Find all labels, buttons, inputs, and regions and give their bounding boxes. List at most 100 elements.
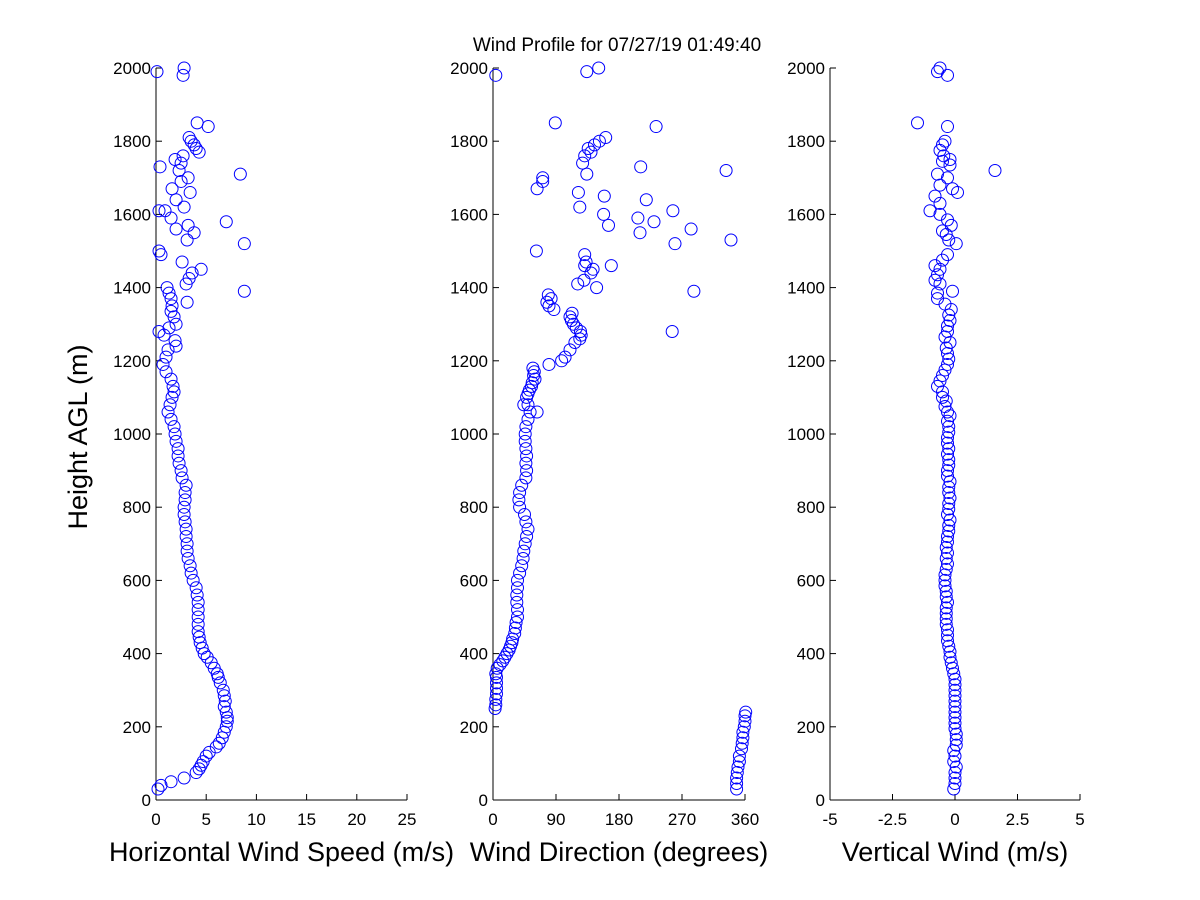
data-point xyxy=(735,736,749,750)
data-point xyxy=(941,120,954,134)
data-point xyxy=(180,544,194,558)
data-point xyxy=(523,405,537,419)
x-tick-label: 360 xyxy=(731,810,759,829)
data-point xyxy=(518,427,532,441)
data-point xyxy=(942,519,956,532)
data-point xyxy=(516,551,530,565)
data-point xyxy=(555,354,569,368)
data-point xyxy=(161,405,175,419)
data-point xyxy=(165,390,179,404)
x-tick-label: -5 xyxy=(822,810,837,829)
data-point xyxy=(939,590,953,604)
data-point xyxy=(573,200,587,214)
data-point xyxy=(213,676,227,690)
data-point xyxy=(731,760,745,774)
data-point xyxy=(172,456,186,470)
data-point xyxy=(732,755,746,769)
data-point xyxy=(938,400,952,414)
data-point xyxy=(192,630,206,644)
data-point xyxy=(167,420,181,434)
x-axis-label-vertical: Vertical Wind (m/s) xyxy=(842,837,1069,867)
data-point xyxy=(521,412,535,426)
data-point xyxy=(153,160,167,174)
data-point xyxy=(563,310,577,324)
data-point xyxy=(160,281,174,295)
data-point xyxy=(163,398,177,412)
data-point xyxy=(928,189,942,203)
data-point xyxy=(220,714,234,728)
y-tick-label: 1200 xyxy=(787,352,825,371)
data-point xyxy=(169,434,183,448)
data-point xyxy=(191,617,205,631)
y-tick-label: 2000 xyxy=(787,59,825,78)
data-point xyxy=(177,500,191,514)
data-point xyxy=(177,200,191,214)
data-point xyxy=(171,442,185,456)
data-point xyxy=(194,262,208,276)
data-point xyxy=(544,292,558,306)
data-point xyxy=(190,588,204,602)
data-point xyxy=(536,171,550,185)
y-tick-label: 1200 xyxy=(113,352,151,371)
data-point xyxy=(183,559,197,573)
data-point xyxy=(189,766,203,780)
data-point xyxy=(941,535,954,549)
data-point xyxy=(217,700,231,714)
data-point xyxy=(201,120,215,134)
data-point xyxy=(941,628,954,642)
data-point xyxy=(165,299,179,313)
data-point xyxy=(948,716,962,730)
data-point xyxy=(189,581,203,595)
data-point xyxy=(942,524,956,538)
data-point xyxy=(941,595,954,609)
y-tick-label: 0 xyxy=(142,791,151,810)
data-point xyxy=(217,689,231,703)
data-point xyxy=(948,705,962,719)
x-axis-label-speed: Horizontal Wind Speed (m/s) xyxy=(109,837,454,867)
data-point xyxy=(942,420,956,434)
y-tick-label: 1200 xyxy=(450,352,488,371)
data-point xyxy=(191,625,205,639)
data-point xyxy=(939,562,953,576)
data-point xyxy=(933,61,947,75)
data-point xyxy=(684,222,698,236)
y-tick-label: 1400 xyxy=(450,279,488,298)
data-point xyxy=(517,398,531,412)
data-point xyxy=(191,595,205,609)
y-axis-label: Height AGL (m) xyxy=(63,344,93,529)
data-point xyxy=(182,131,196,145)
data-point xyxy=(184,566,198,580)
data-point xyxy=(931,167,944,181)
data-point xyxy=(580,65,594,79)
data-point xyxy=(988,163,1002,177)
data-point xyxy=(511,581,524,595)
data-point xyxy=(943,158,957,172)
data-point xyxy=(490,676,503,690)
data-point xyxy=(519,515,533,529)
data-point xyxy=(942,453,956,467)
data-point xyxy=(237,237,251,251)
y-tick-label: 1800 xyxy=(113,132,151,151)
y-tick-label: 1400 xyxy=(787,279,825,298)
data-point xyxy=(180,537,194,551)
data-point xyxy=(592,61,606,75)
data-point xyxy=(941,405,954,419)
data-point xyxy=(496,654,510,668)
data-point xyxy=(167,385,181,399)
data-point xyxy=(931,286,944,300)
data-point xyxy=(493,658,507,672)
panel-direction: 0 200 400 600 800 1000 1200 1400 1600 1800 2000 0 90… xyxy=(450,59,768,867)
data-point xyxy=(941,557,954,571)
y-tick-label: 800 xyxy=(797,498,825,517)
data-point xyxy=(508,626,522,640)
data-point xyxy=(938,573,952,587)
y-tick-label: 1800 xyxy=(450,132,488,151)
data-point xyxy=(185,266,199,280)
data-point xyxy=(665,325,679,339)
data-point xyxy=(518,537,532,551)
data-point xyxy=(939,612,953,626)
data-point xyxy=(946,284,959,298)
data-point xyxy=(161,343,175,357)
data-point xyxy=(176,149,190,163)
data-point xyxy=(604,259,618,273)
